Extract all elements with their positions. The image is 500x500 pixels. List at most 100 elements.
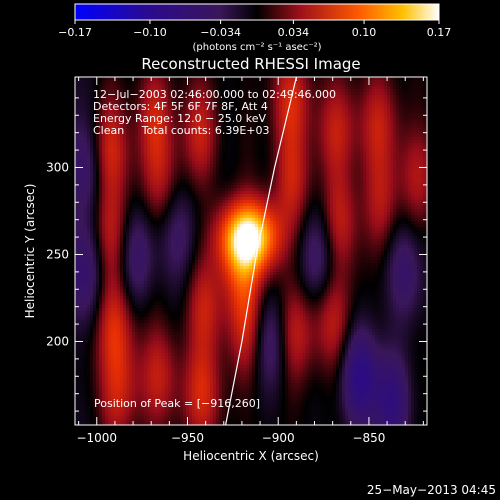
- heatmap-cell: [96, 176, 100, 180]
- heatmap-cell: [168, 113, 172, 117]
- heatmap-cell: [375, 158, 379, 162]
- heatmap-cell: [330, 86, 334, 90]
- heatmap-cell: [246, 167, 250, 171]
- heatmap-cell: [120, 167, 124, 171]
- heatmap-cell: [405, 191, 409, 195]
- heatmap-cell: [333, 140, 337, 144]
- heatmap-cell: [300, 173, 304, 177]
- heatmap-cell: [378, 146, 382, 150]
- heatmap-cell: [93, 95, 97, 99]
- heatmap-cell: [306, 122, 310, 126]
- heatmap-cell: [102, 155, 106, 159]
- heatmap-cell: [363, 89, 367, 93]
- heatmap-cell: [291, 110, 295, 114]
- heatmap-cell: [306, 161, 310, 165]
- heatmap-cell: [318, 161, 322, 165]
- heatmap-cell: [318, 164, 322, 168]
- heatmap-cell: [309, 92, 313, 96]
- heatmap-cell: [243, 104, 247, 108]
- heatmap-cell: [261, 89, 265, 93]
- heatmap-cell: [231, 149, 235, 153]
- heatmap-cell: [234, 182, 238, 186]
- heatmap-cell: [363, 185, 367, 189]
- heatmap-cell: [417, 152, 421, 156]
- heatmap-cell: [291, 152, 295, 156]
- heatmap-cell: [195, 152, 199, 156]
- heatmap-cell: [318, 155, 322, 159]
- heatmap-cell: [153, 137, 157, 141]
- heatmap-cell: [246, 89, 250, 93]
- heatmap-cell: [99, 167, 103, 171]
- heatmap-cell: [96, 170, 100, 174]
- heatmap-cell: [108, 98, 112, 102]
- heatmap-cell: [378, 182, 382, 186]
- heatmap-cell: [333, 119, 337, 123]
- heatmap-cell: [141, 170, 145, 174]
- heatmap-cell: [81, 146, 85, 150]
- heatmap-cell: [318, 185, 322, 189]
- heatmap-cell: [378, 143, 382, 147]
- heatmap-cell: [315, 89, 319, 93]
- heatmap-cell: [237, 110, 241, 114]
- heatmap-cell: [405, 116, 409, 120]
- heatmap-cell: [405, 95, 409, 99]
- heatmap-cell: [297, 80, 301, 84]
- heatmap-cell: [150, 155, 154, 159]
- heatmap-cell: [165, 104, 169, 108]
- heatmap-cell: [336, 137, 340, 141]
- heatmap-cell: [264, 140, 268, 144]
- heatmap-cell: [327, 128, 331, 132]
- heatmap-cell: [75, 104, 79, 108]
- heatmap-cell: [93, 143, 97, 147]
- heatmap-cell: [396, 188, 400, 192]
- heatmap-cell: [78, 98, 82, 102]
- heatmap-cell: [153, 173, 157, 177]
- heatmap-cell: [180, 155, 184, 159]
- heatmap-cell: [276, 113, 280, 117]
- heatmap-cell: [282, 146, 286, 150]
- heatmap-cell: [321, 158, 325, 162]
- heatmap-cell: [159, 83, 163, 87]
- heatmap-cell: [330, 95, 334, 99]
- heatmap-cell: [390, 95, 394, 99]
- heatmap-cell: [288, 200, 292, 204]
- heatmap-cell: [306, 83, 310, 87]
- heatmap-cell: [279, 104, 283, 108]
- heatmap-cell: [333, 104, 337, 108]
- heatmap-cell: [147, 92, 151, 96]
- heatmap-cell: [270, 158, 274, 162]
- heatmap-cell: [345, 92, 349, 96]
- heatmap-cell: [369, 137, 373, 141]
- heatmap-cell: [399, 152, 403, 156]
- heatmap-cell: [348, 182, 352, 186]
- heatmap-cell: [129, 113, 133, 117]
- heatmap-cell: [273, 134, 277, 138]
- heatmap-cell: [348, 83, 352, 87]
- heatmap-cell: [204, 182, 208, 186]
- heatmap-cell: [156, 155, 160, 159]
- heatmap-cell: [285, 179, 289, 183]
- heatmap-cell: [303, 128, 307, 132]
- heatmap-cell: [414, 143, 418, 147]
- heatmap-cell: [360, 191, 364, 195]
- heatmap-cell: [216, 95, 220, 99]
- heatmap-cell: [408, 77, 412, 81]
- heatmap-cell: [147, 83, 151, 87]
- heatmap-cell: [234, 161, 238, 165]
- heatmap-cell: [366, 197, 370, 201]
- heatmap-cell: [150, 83, 154, 87]
- heatmap-cell: [252, 152, 256, 156]
- heatmap-cell: [132, 77, 136, 81]
- heatmap-cell: [195, 188, 199, 192]
- heatmap-cell: [366, 143, 370, 147]
- heatmap-cell: [294, 122, 298, 126]
- heatmap-cell: [129, 152, 133, 156]
- heatmap-cell: [231, 167, 235, 171]
- heatmap-cell: [186, 98, 190, 102]
- heatmap-cell: [387, 179, 391, 183]
- heatmap-cell: [261, 170, 265, 174]
- heatmap-cell: [207, 161, 211, 165]
- heatmap-cell: [312, 137, 316, 141]
- heatmap-cell: [336, 80, 340, 84]
- heatmap-cell: [378, 200, 382, 204]
